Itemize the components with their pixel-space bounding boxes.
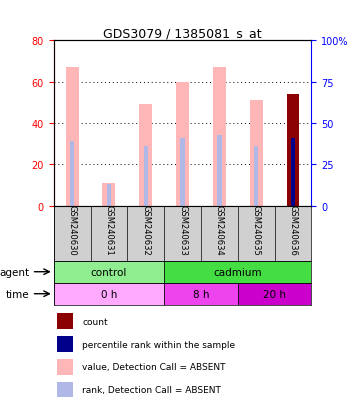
Text: rank, Detection Call = ABSENT: rank, Detection Call = ABSENT <box>82 385 221 394</box>
Bar <box>250 101 263 206</box>
Text: GSM240635: GSM240635 <box>252 205 261 256</box>
Bar <box>54 261 164 283</box>
Bar <box>164 283 238 305</box>
Text: GSM240636: GSM240636 <box>289 205 297 256</box>
Bar <box>54 283 164 305</box>
Text: 20 h: 20 h <box>263 289 286 299</box>
Text: percentile rank within the sample: percentile rank within the sample <box>82 340 236 349</box>
Bar <box>180 139 185 206</box>
Title: GDS3079 / 1385081_s_at: GDS3079 / 1385081_s_at <box>103 27 262 40</box>
Bar <box>70 142 74 206</box>
Bar <box>287 95 300 206</box>
Bar <box>107 185 111 206</box>
Text: GSM240634: GSM240634 <box>215 205 224 256</box>
Text: time: time <box>6 289 30 299</box>
Bar <box>139 105 152 206</box>
Text: 8 h: 8 h <box>193 289 209 299</box>
Text: value, Detection Call = ABSENT: value, Detection Call = ABSENT <box>82 363 226 371</box>
Text: agent: agent <box>0 267 30 277</box>
Bar <box>291 139 295 206</box>
Bar <box>213 68 226 206</box>
Bar <box>144 147 148 206</box>
Text: GSM240632: GSM240632 <box>141 205 150 256</box>
Text: control: control <box>91 267 127 277</box>
Bar <box>254 147 258 206</box>
Bar <box>66 68 78 206</box>
Text: cadmium: cadmium <box>213 267 262 277</box>
Text: GSM240631: GSM240631 <box>105 205 113 256</box>
Bar <box>164 261 311 283</box>
Bar <box>217 135 222 206</box>
Bar <box>176 83 189 206</box>
Text: GSM240630: GSM240630 <box>68 205 77 256</box>
Text: count: count <box>82 317 108 326</box>
Bar <box>238 283 311 305</box>
Text: 0 h: 0 h <box>101 289 117 299</box>
Bar <box>102 183 115 206</box>
Text: GSM240633: GSM240633 <box>178 205 187 256</box>
